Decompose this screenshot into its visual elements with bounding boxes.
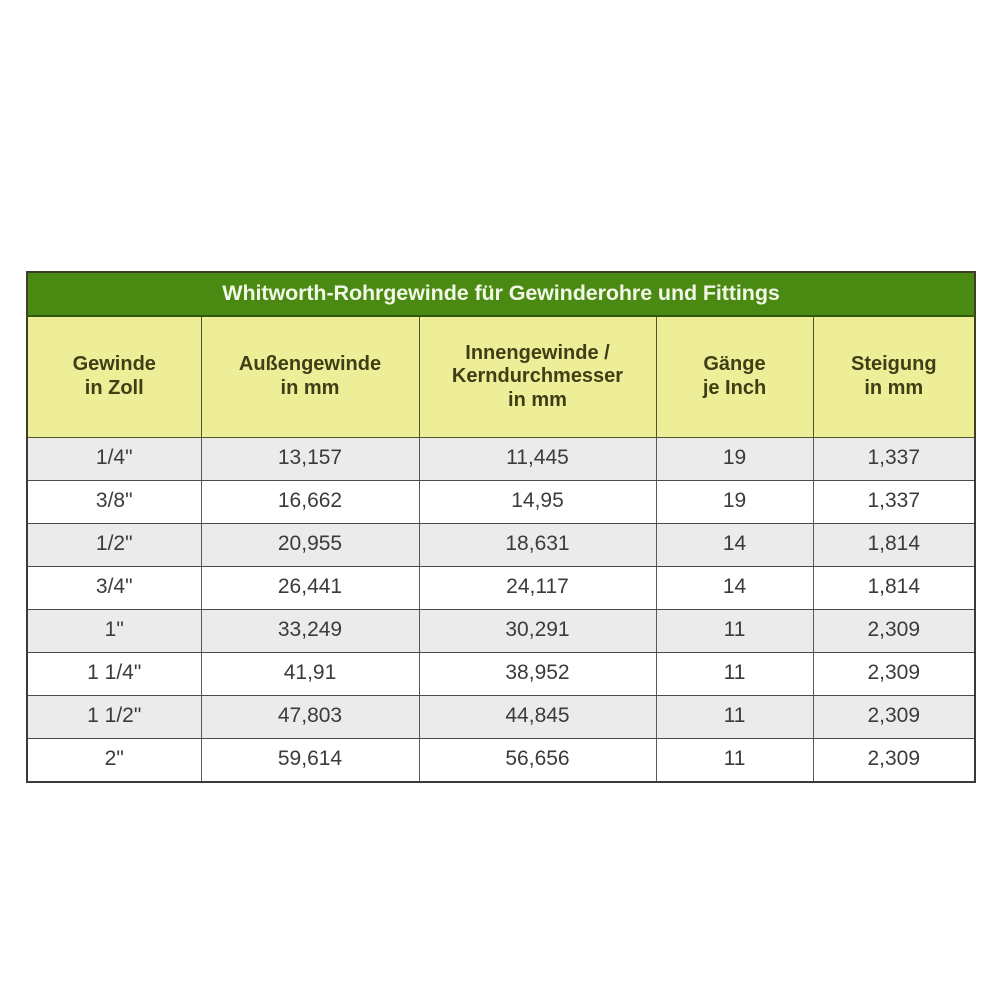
cell-gaenge: 19: [655, 480, 814, 524]
column-header-gewinde-line2: in Zoll: [84, 377, 144, 399]
cell-aussengewinde: 20,955: [200, 523, 420, 567]
cell-innengewinde: 11,445: [418, 437, 657, 481]
cell-gewinde: 1/2": [26, 523, 202, 567]
cell-aussengewinde: 16,662: [200, 480, 420, 524]
table-row: 2" 59,614 56,656 11 2,309: [26, 738, 977, 783]
table-body: 1/4" 13,157 11,445 19 1,337 3/8" 16,662 …: [26, 437, 977, 783]
cell-gewinde: 2": [26, 738, 202, 783]
cell-steigung: 2,309: [812, 695, 977, 739]
cell-innengewinde: 30,291: [418, 609, 657, 653]
cell-gaenge: 14: [655, 566, 814, 610]
column-header-innengewinde-line3: in mm: [508, 388, 567, 411]
spec-table-container: Whitworth-Rohrgewinde für Gewinderohre u…: [25, 271, 977, 783]
column-header-row: Gewinde in Zoll Außengewinde in mm Innen…: [26, 316, 977, 438]
cell-innengewinde: 18,631: [418, 523, 657, 567]
column-header-gaenge: Gänge je Inch: [655, 316, 814, 438]
table-title: Whitworth-Rohrgewinde für Gewinderohre u…: [25, 271, 977, 317]
cell-steigung: 2,309: [812, 738, 977, 783]
table-row: 1/4" 13,157 11,445 19 1,337: [26, 437, 977, 481]
cell-steigung: 1,814: [812, 566, 977, 610]
table-head: Whitworth-Rohrgewinde für Gewinderohre u…: [25, 271, 977, 438]
table-row: 1 1/4" 41,91 38,952 11 2,309: [26, 652, 977, 696]
table-row: 3/4" 26,441 24,117 14 1,814: [26, 566, 977, 610]
column-header-gewinde-line1: Gewinde: [72, 353, 156, 376]
cell-aussengewinde: 47,803: [200, 695, 420, 739]
cell-steigung: 1,814: [812, 523, 977, 567]
cell-gaenge: 11: [655, 695, 814, 739]
column-header-steigung: Steigung in mm: [812, 316, 977, 438]
table-row: 1" 33,249 30,291 11 2,309: [26, 609, 977, 653]
cell-gaenge: 14: [655, 523, 814, 567]
cell-innengewinde: 44,845: [418, 695, 657, 739]
cell-gaenge: 11: [655, 652, 814, 696]
table-row: 3/8" 16,662 14,95 19 1,337: [26, 480, 977, 524]
table-title-row: Whitworth-Rohrgewinde für Gewinderohre u…: [25, 271, 977, 317]
cell-gewinde: 3/8": [26, 480, 202, 524]
column-header-steigung-line2: in mm: [864, 377, 924, 399]
column-header-innengewinde-line1: Innengewinde /: [465, 341, 610, 364]
cell-aussengewinde: 41,91: [200, 652, 420, 696]
cell-aussengewinde: 26,441: [200, 566, 420, 610]
cell-gewinde: 1/4": [26, 437, 202, 481]
cell-gewinde: 1": [26, 609, 202, 653]
column-header-aussengewinde-line1: Außengewinde: [238, 353, 382, 376]
column-header-aussengewinde: Außengewinde in mm: [200, 316, 420, 438]
table-row: 1 1/2" 47,803 44,845 11 2,309: [26, 695, 977, 739]
cell-gaenge: 11: [655, 738, 814, 783]
column-header-innengewinde-line2: Kerndurchmesser: [451, 365, 624, 388]
column-header-steigung-line1: Steigung: [850, 353, 937, 376]
cell-gewinde: 1 1/4": [26, 652, 202, 696]
cell-steigung: 2,309: [812, 652, 977, 696]
cell-steigung: 1,337: [812, 437, 977, 481]
column-header-gaenge-line1: Gänge: [703, 353, 766, 376]
table-row: 1/2" 20,955 18,631 14 1,814: [26, 523, 977, 567]
cell-gaenge: 19: [655, 437, 814, 481]
cell-steigung: 2,309: [812, 609, 977, 653]
column-header-aussengewinde-line2: in mm: [280, 377, 340, 399]
cell-innengewinde: 14,95: [418, 480, 657, 524]
cell-innengewinde: 24,117: [418, 566, 657, 610]
column-header-gewinde: Gewinde in Zoll: [26, 316, 202, 438]
cell-aussengewinde: 13,157: [200, 437, 420, 481]
column-header-innengewinde: Innengewinde / Kerndurchmesser in mm: [418, 316, 657, 438]
cell-gewinde: 3/4": [26, 566, 202, 610]
column-header-gaenge-line2: je Inch: [702, 377, 767, 399]
cell-steigung: 1,337: [812, 480, 977, 524]
cell-innengewinde: 38,952: [418, 652, 657, 696]
cell-innengewinde: 56,656: [418, 738, 657, 783]
cell-gewinde: 1 1/2": [26, 695, 202, 739]
cell-aussengewinde: 59,614: [200, 738, 420, 783]
cell-gaenge: 11: [655, 609, 814, 653]
cell-aussengewinde: 33,249: [200, 609, 420, 653]
whitworth-thread-table: Whitworth-Rohrgewinde für Gewinderohre u…: [25, 271, 977, 783]
